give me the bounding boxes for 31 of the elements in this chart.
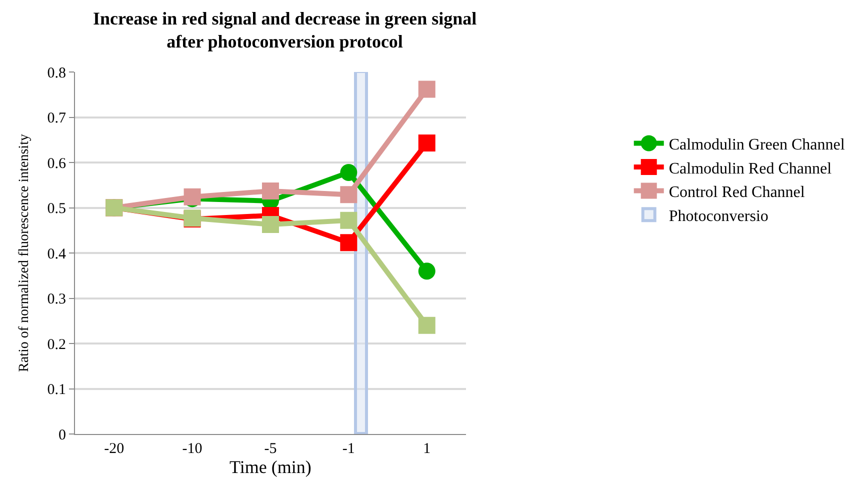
- y-tick-label: 0.2: [47, 336, 66, 353]
- legend-label: Calmodulin Red Channel: [668, 160, 832, 178]
- y-tick-label: 0.3: [47, 292, 66, 308]
- y-tick-label: 0.8: [47, 65, 66, 82]
- point: [418, 262, 436, 280]
- point: [340, 164, 358, 181]
- y-tick-label: 0: [58, 427, 66, 444]
- y-tick-label: 0.1: [47, 382, 66, 398]
- legend-label: Photoconversio: [668, 208, 768, 225]
- y-axis-title: Ratio of normalized fluorescence intensity: [16, 134, 32, 372]
- point: [418, 134, 436, 152]
- point: [418, 80, 436, 98]
- point: [340, 212, 358, 229]
- y-tick-label: 0.5: [47, 201, 66, 217]
- x-tick-label: -1: [342, 441, 355, 457]
- y-tick-label: 0.4: [47, 246, 66, 262]
- legend-label: Calmodulin Green Channel: [668, 136, 846, 154]
- x-tick-label: -5: [264, 441, 277, 457]
- point: [418, 316, 436, 334]
- x-tick-label: -20: [104, 441, 124, 457]
- point: [340, 186, 358, 204]
- point: [262, 182, 279, 200]
- x-tick-label: 1: [423, 441, 431, 457]
- y-tick-label: 0.7: [47, 110, 66, 126]
- chart-title: Increase in red signal and decrease in green signal after photoconversion protocol: [92, 8, 477, 52]
- point: [340, 234, 358, 252]
- x-tick-label: -10: [182, 441, 202, 457]
- y-tick-label: 0.6: [47, 156, 66, 172]
- point: [262, 216, 279, 233]
- legend-label: Control Red Channel: [668, 184, 806, 202]
- x-axis-title: Time (min): [230, 457, 312, 478]
